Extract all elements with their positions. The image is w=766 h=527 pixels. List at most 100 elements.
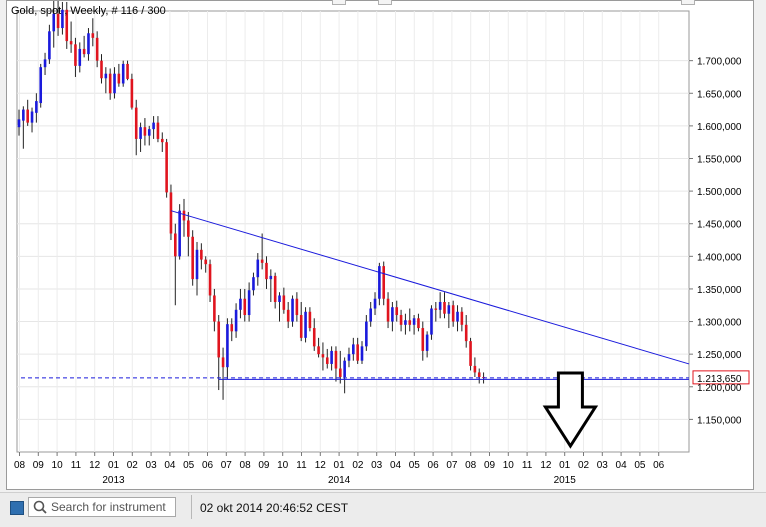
candle-body [82,48,86,55]
candle-body [221,357,225,368]
x-tick-label: 04 [164,460,176,471]
x-tick-label: 03 [597,460,609,471]
candle-body [464,324,468,342]
trendline [170,210,690,365]
candle-body [204,259,207,265]
candle-body [182,210,186,221]
candle-body [91,33,95,38]
x-tick-label: 06 [428,460,440,471]
chart-canvas: 1.213,650 1.150,000 1.200,000 1.250,000 1.3… [11,1,750,486]
candle-body [269,275,273,280]
candle-body [386,298,390,322]
candle-body [451,305,455,322]
axes: 1.150,000 1.200,000 1.250,000 1.300,000 1.35… [14,57,742,486]
x-tick-label: 04 [390,460,402,471]
year-label: 2014 [328,475,351,486]
candle-body [347,354,351,361]
search-icon[interactable] [32,499,48,515]
candle-body [43,59,47,68]
candle-body [156,122,160,139]
candle-body [295,298,299,316]
x-tick-label: 11 [296,460,307,471]
x-tick-label: 01 [108,460,120,471]
candle-body [48,31,51,60]
candle-body [256,259,260,278]
x-tick-label: 05 [409,460,421,471]
instrument-search-box[interactable] [28,497,176,517]
candle-body [456,311,459,322]
x-tick-label: 09 [484,460,496,471]
toolbar-button[interactable] [681,0,695,5]
candle-body [304,311,307,338]
candle-body [278,295,281,302]
x-tick-label: 11 [71,460,82,471]
toolbar-button[interactable] [378,0,392,5]
y-tick-label: 1.650,000 [697,89,742,100]
candle-body [22,109,25,121]
y-tick-label: 1.300,000 [697,318,742,329]
x-tick-label: 03 [146,460,158,471]
candle-body [113,73,116,94]
candle-body [430,308,433,335]
candle-body [460,311,464,325]
candle-body [438,301,442,310]
y-tick-label: 1.550,000 [697,154,742,165]
candle-body [152,122,155,130]
candle-body [234,309,238,332]
candle-body [360,346,364,361]
candle-body [69,41,73,45]
candle-body [169,192,173,234]
x-tick-label: 06 [202,460,214,471]
candle-body [191,236,194,280]
timestamp: 02 okt 2014 20:46:52 CEST [200,501,349,515]
candle-body [165,142,168,193]
y-tick-label: 1.150,000 [697,415,742,426]
x-tick-label: 02 [578,460,590,471]
candle-body [417,318,420,329]
candle-body [378,266,381,299]
candle-body [35,101,38,113]
candle-body [26,109,29,123]
x-tick-label: 02 [127,460,139,471]
instrument-color-icon[interactable] [10,501,24,515]
x-tick-label: 12 [315,460,327,471]
candle-body [382,266,386,299]
candle-body [56,13,60,29]
candle-body [338,368,342,377]
candle-body [391,307,394,322]
x-tick-label: 01 [334,460,346,471]
candle-body [477,372,481,377]
x-tick-label: 08 [14,460,26,471]
candle-body [308,311,312,329]
candle-body [412,318,416,325]
current-price-box [692,370,750,385]
candle-body [134,107,138,139]
candle-body [373,298,377,309]
x-tick-label: 06 [653,460,665,471]
candle-body [330,350,333,364]
candle-body [61,9,64,29]
candle-body [299,315,303,338]
candle-body [87,33,90,55]
candle-body [213,295,216,322]
current-price-label: 1.213,650 [697,374,742,385]
year-label: 2015 [554,475,577,486]
candlestick-series [17,1,485,400]
x-tick-label: 03 [371,460,383,471]
candle-body [147,129,151,136]
candle-body [126,63,129,79]
candle-body [260,259,264,263]
candle-body [421,328,425,351]
candle-body [104,73,108,79]
candle-body [395,307,399,316]
candle-body [108,73,112,94]
y-tick-label: 1.400,000 [697,252,742,263]
toolbar-button[interactable] [332,0,346,5]
x-tick-label: 07 [446,460,458,471]
candle-body [230,324,234,332]
year-label: 2013 [102,475,125,486]
candle-body [178,210,181,257]
instrument-search-input[interactable] [48,500,171,514]
x-tick-label: 04 [616,460,628,471]
candle-body [17,119,21,128]
